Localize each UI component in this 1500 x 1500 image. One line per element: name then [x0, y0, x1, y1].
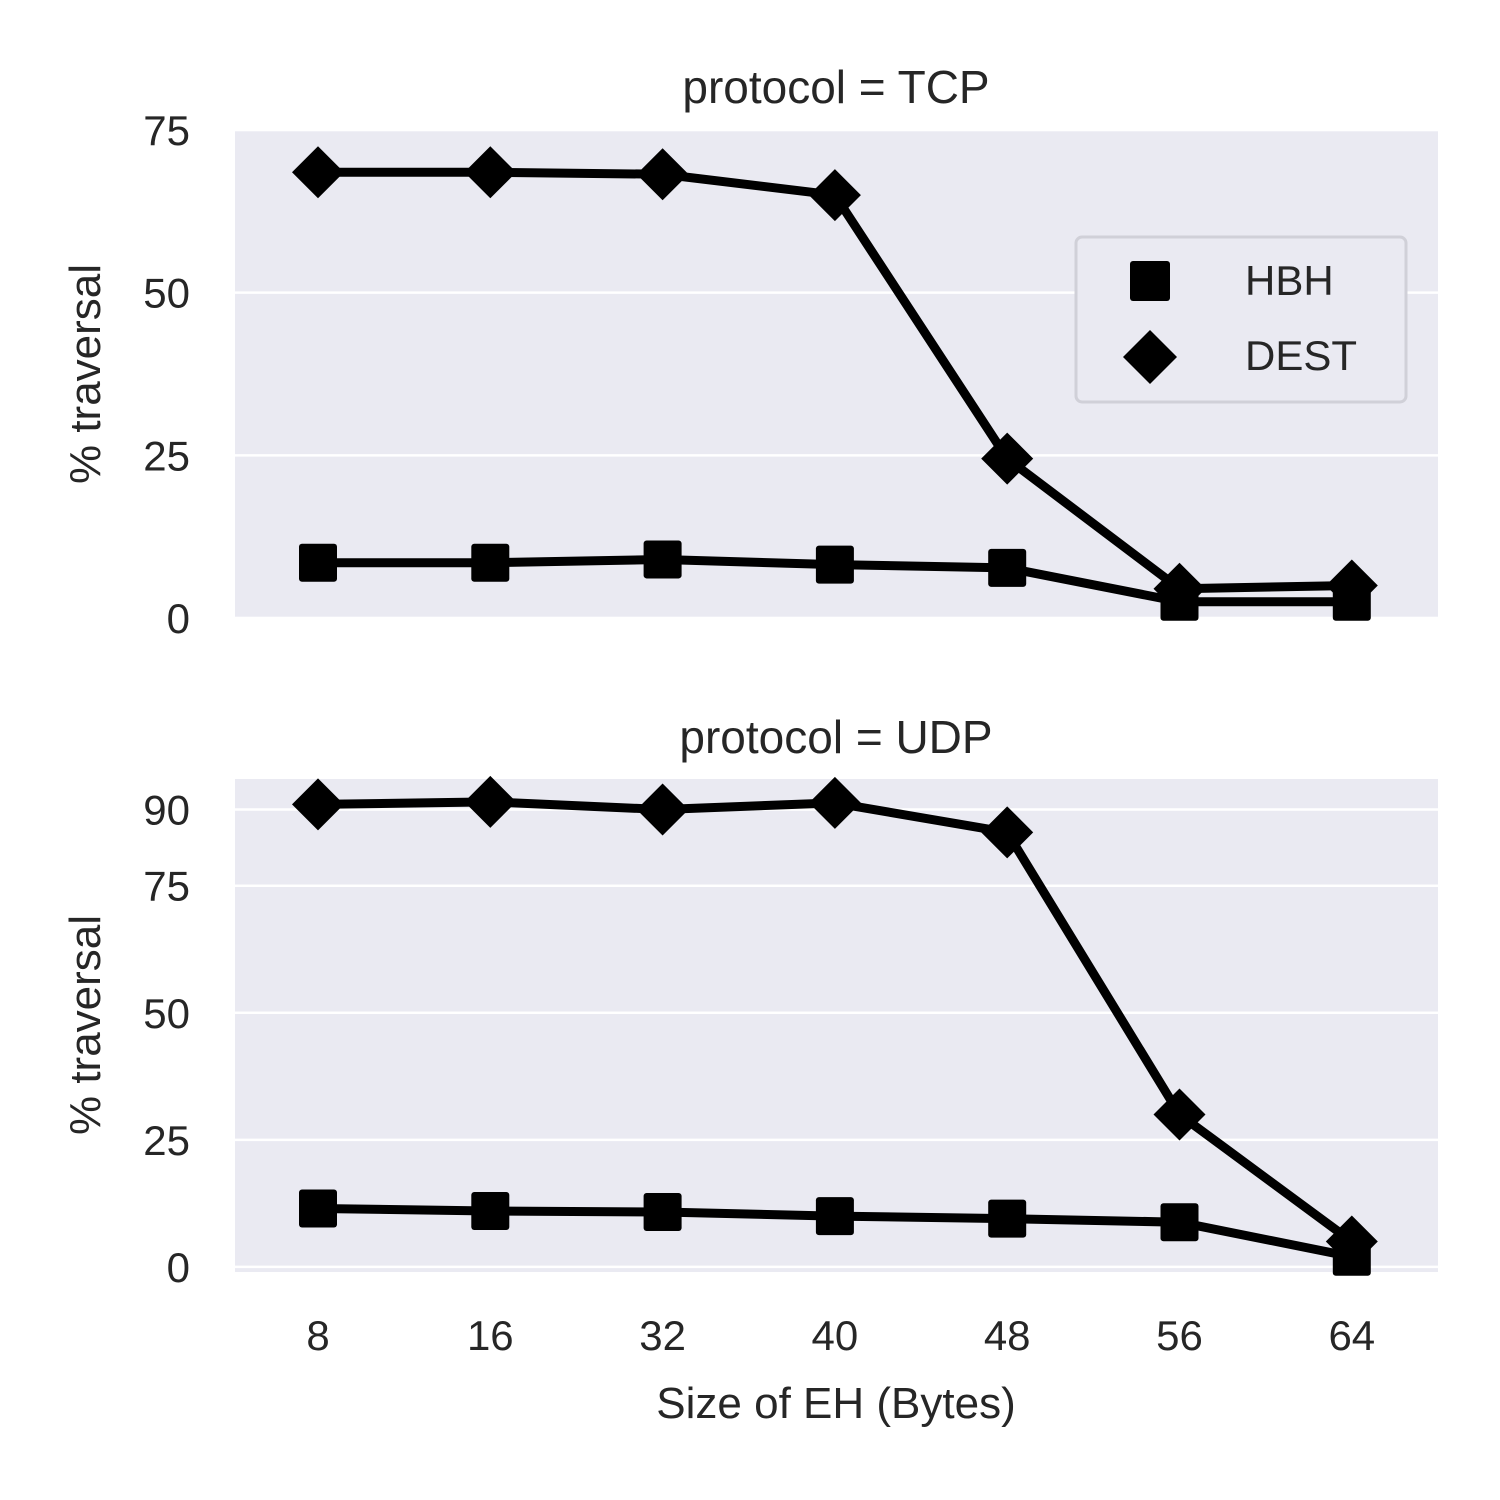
udp-dest-point-40 — [808, 776, 861, 829]
tcp-hbh-point-32 — [643, 540, 682, 579]
x-tick-64: 64 — [1328, 1312, 1375, 1359]
udp-dest-point-16 — [464, 775, 517, 828]
x-axis-label: Size of EH (Bytes) — [656, 1379, 1015, 1428]
tcp-y-tick-labels: 0 25 50 75 — [143, 107, 190, 642]
udp-panel-title: protocol = UDP — [679, 711, 992, 763]
udp-dest-point-64 — [1325, 1215, 1378, 1268]
tcp-dest-point-8 — [292, 146, 344, 199]
tcp-y-tick-75: 75 — [143, 107, 190, 154]
udp-dest-point-8 — [292, 778, 344, 831]
udp-y-tick-50: 50 — [143, 990, 190, 1037]
udp-hbh-point-8 — [299, 1189, 337, 1228]
udp-panel: 0 25 50 75 90 protocol = UDP % traversal 8 16… — [61, 711, 1438, 1428]
x-tick-40: 40 — [812, 1312, 859, 1359]
udp-hbh-point-32 — [643, 1193, 682, 1232]
x-tick-48: 48 — [984, 1312, 1031, 1359]
udp-hbh-point-48 — [988, 1199, 1027, 1238]
tcp-dest-point-56 — [1153, 562, 1206, 615]
tcp-dest-point-48 — [981, 432, 1034, 485]
udp-plot-area — [235, 779, 1438, 1272]
tcp-series-markers — [292, 146, 1378, 621]
udp-y-tick-75: 75 — [143, 863, 190, 910]
x-tick-16: 16 — [467, 1312, 514, 1359]
x-tick-32: 32 — [639, 1312, 686, 1359]
legend: HBH DEST — [1074, 235, 1408, 404]
x-tick-56: 56 — [1156, 1312, 1203, 1359]
tcp-dest-point-32 — [636, 148, 689, 201]
udp-series-markers — [292, 775, 1378, 1276]
udp-y-axis-label: % traversal — [61, 915, 110, 1135]
udp-dest-point-56 — [1153, 1088, 1206, 1141]
udp-dest-point-32 — [636, 783, 689, 836]
tcp-y-tick-50: 50 — [143, 270, 190, 317]
legend-dest-label: DEST — [1245, 332, 1357, 379]
tcp-hbh-point-48 — [988, 548, 1027, 587]
udp-hbh-point-56 — [1160, 1203, 1199, 1242]
x-tick-8: 8 — [306, 1312, 329, 1359]
legend-dest-diamond-icon — [1123, 330, 1177, 384]
legend-hbh-label: HBH — [1245, 257, 1334, 304]
tcp-y-axis-label: % traversal — [61, 264, 110, 484]
udp-y-tick-90: 90 — [143, 786, 190, 833]
udp-y-tick-labels: 0 25 50 75 90 — [143, 786, 190, 1290]
legend-hbh-square-icon — [1130, 261, 1170, 301]
tcp-dest-point-16 — [464, 146, 517, 199]
udp-hbh-point-16 — [471, 1192, 510, 1231]
tcp-dest-point-64 — [1325, 559, 1378, 612]
tcp-dest-point-40 — [808, 169, 861, 222]
tcp-y-tick-0: 0 — [167, 595, 190, 642]
udp-dest-point-48 — [981, 806, 1034, 859]
tcp-y-tick-25: 25 — [143, 432, 190, 479]
udp-y-tick-25: 25 — [143, 1117, 190, 1164]
tcp-panel-title: protocol = TCP — [682, 61, 989, 113]
udp-hbh-point-40 — [815, 1197, 854, 1236]
udp-y-tick-0: 0 — [167, 1244, 190, 1291]
tcp-hbh-point-8 — [299, 543, 337, 582]
tcp-hbh-point-16 — [471, 543, 510, 582]
x-tick-labels: 8 16 32 40 48 56 64 — [306, 1312, 1375, 1359]
tcp-panel: 0 25 50 75 protocol = TCP % traversal HBH D… — [61, 61, 1438, 642]
tcp-hbh-point-40 — [815, 545, 854, 584]
